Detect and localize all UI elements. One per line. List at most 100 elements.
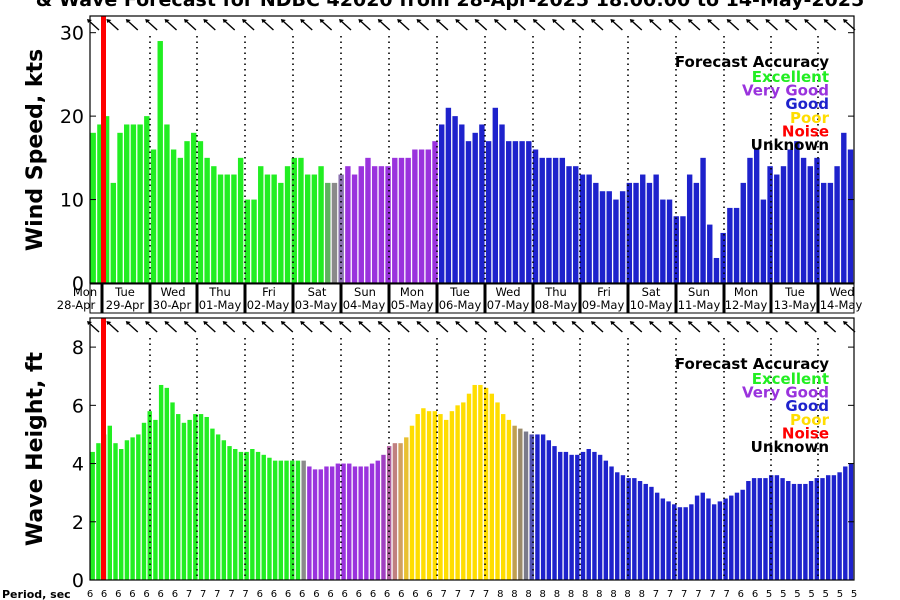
bar [814,157,820,283]
period-value: 7 [667,589,673,600]
bar [177,157,184,283]
direction-arrow [513,321,526,333]
direction-arrow [513,19,526,31]
bar [512,425,517,580]
direction-arrow [804,19,817,31]
y-tick-label: 8 [72,337,84,359]
bar [130,124,137,283]
bar [660,498,666,580]
bar [278,460,284,580]
date-label: 11-May [678,298,721,312]
bar [847,149,854,283]
direction-arrowhead [242,321,248,325]
direction-arrowhead [629,321,635,325]
date-label: 09-May [582,298,625,312]
direction-arrowhead [649,321,655,325]
day-label: Wed [160,285,185,299]
date-separator [291,284,295,313]
direction-arrow [765,19,778,31]
bar [347,463,352,580]
bar [552,157,559,283]
date-label: 02-May [247,298,290,312]
axes-frame [89,317,855,581]
direction-arrowhead [416,19,422,23]
direction-arrowhead [726,19,732,23]
bar [791,483,797,580]
bar [780,478,785,580]
period-value: 6 [115,589,121,600]
date-label: 06-May [439,298,482,312]
bar [808,481,814,580]
day-label: Wed [495,285,520,299]
bar [767,166,773,283]
date-label: 01-May [199,298,242,312]
direction-arrowhead [687,19,693,23]
bar [707,224,713,283]
period-value: 8 [511,589,517,600]
direction-arrow [320,321,333,333]
date-separator [674,284,678,313]
bar [660,199,666,283]
panel-2: 0 2 4 6 8 Wave Height, ft Forecast AccuracyExc… [23,317,857,600]
direction-arrow [669,321,682,333]
direction-arrow [591,19,604,31]
bar [103,116,110,284]
direction-arrowhead [746,19,752,23]
direction-arrowhead [300,19,306,23]
direction-arrow [649,321,662,333]
direction-arrowhead [339,321,344,325]
bar [800,157,807,283]
direction-arrowhead [145,19,151,23]
direction-arrow [417,321,430,333]
bar [398,157,405,283]
bar [740,182,746,284]
direction-arrow [843,19,856,31]
date-strip [89,283,855,314]
bar [626,478,631,580]
date-label: 07-May [487,298,530,312]
period-value: 5 [808,589,814,600]
bar [700,157,706,283]
direction-arrow [378,19,391,31]
direction-arrow [300,321,313,333]
direction-arrow [455,19,468,31]
bar [734,492,740,580]
bar [191,132,197,283]
bar [204,157,210,283]
bar [827,182,834,284]
bar [238,451,244,580]
bar [215,434,221,580]
direction-arrowhead [164,19,170,23]
y-axis-label: Wind Speed, kts [23,49,48,251]
bar [797,483,802,580]
direction-arrowhead [203,19,209,23]
bar [237,157,244,283]
direction-arrow [126,19,139,31]
bar [90,451,95,580]
bar [312,469,318,580]
direction-arrowhead [125,321,131,325]
direction-arrow [824,19,837,31]
bar [479,124,485,283]
bar [378,166,385,283]
direction-arrow [436,19,449,31]
legend-entry: Poor [790,109,830,127]
direction-arrowhead [358,19,364,23]
bar [284,166,291,283]
direction-arrowhead [804,19,810,23]
direction-arrowhead [183,19,189,23]
legend-entry: Unknown [751,438,829,456]
date-separator [243,284,247,313]
bar [291,157,297,283]
bar [558,451,563,580]
date-separator [483,284,487,313]
bar [278,182,284,284]
bar [841,132,847,283]
direction-arrowhead [765,321,771,325]
day-label: Sat [308,285,327,299]
direction-arrowhead [319,321,325,325]
bar [325,182,331,284]
direction-arrowhead [552,19,558,23]
day-label: Fri [597,285,611,299]
